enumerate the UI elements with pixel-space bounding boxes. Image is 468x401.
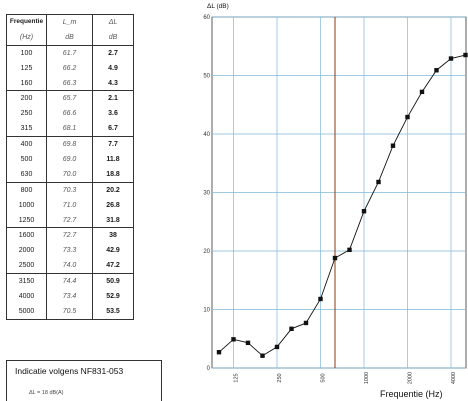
table-row: 2000 73.3 42.9 bbox=[6, 243, 134, 259]
delta-cell: 53.5 bbox=[92, 303, 134, 320]
x-tick-label: 125 bbox=[234, 373, 240, 382]
delta-cell: 20.2 bbox=[92, 182, 134, 198]
data-table: Frequentie L_m ΔL (Hz) dB dB 100 61.7 2.7 125 66.2… bbox=[6, 13, 134, 320]
series-line bbox=[216, 52, 468, 358]
delta-cell: 4.3 bbox=[92, 75, 134, 92]
delta-cell: 18.8 bbox=[92, 166, 134, 183]
table-row: 315 68.1 6.7 bbox=[6, 121, 134, 138]
y-tick-label: 0 bbox=[207, 366, 211, 372]
indication-box: Indicatie volgens NF831-053 ΔL = 18 dB(A… bbox=[6, 360, 162, 401]
data-table-body: Frequentie L_m ΔL (Hz) dB dB 100 61.7 2.7 125 66.2… bbox=[6, 13, 134, 320]
table-row: 800 70.3 20.2 bbox=[6, 182, 134, 198]
delta-cell: 47.2 bbox=[92, 258, 134, 275]
delta-cell: 2.1 bbox=[92, 90, 134, 107]
y-tick-labels: 0 10 20 30 40 50 60 bbox=[203, 15, 210, 372]
data-point bbox=[347, 247, 352, 253]
delta-cell: 52.9 bbox=[92, 289, 134, 304]
data-point bbox=[318, 296, 323, 302]
data-point bbox=[289, 326, 294, 332]
data-point bbox=[303, 320, 309, 326]
data-point bbox=[245, 340, 251, 346]
table-row: 630 70.0 18.8 bbox=[6, 166, 134, 183]
data-point bbox=[274, 344, 280, 350]
y-tick-label: 20 bbox=[203, 249, 210, 255]
data-point bbox=[231, 337, 236, 342]
y-tick-label: 10 bbox=[203, 308, 210, 314]
data-point bbox=[332, 255, 338, 261]
delta-cell: 42.9 bbox=[92, 243, 134, 259]
table-row: 500 69.0 11.8 bbox=[6, 152, 134, 167]
table-row: 100 61.7 2.7 bbox=[6, 45, 134, 61]
data-point bbox=[405, 114, 410, 120]
x-tick-label: 2000 bbox=[408, 372, 414, 384]
delta-cell: 4.9 bbox=[92, 60, 134, 76]
y-tick-label: 50 bbox=[203, 74, 210, 80]
y-tick-label: 30 bbox=[203, 191, 210, 197]
table-row: 200 65.7 2.1 bbox=[6, 90, 134, 107]
indication-title: Indicatie volgens NF831-053 bbox=[15, 366, 124, 376]
x-tick-label: 250 bbox=[277, 373, 283, 382]
table-row: 1000 71.0 26.8 bbox=[6, 197, 134, 213]
x-tick-label: 1000 bbox=[364, 372, 370, 384]
table-row: 125 66.2 4.9 bbox=[6, 60, 134, 76]
delta-cell: 26.8 bbox=[92, 197, 134, 213]
table-row: 1250 72.7 31.8 bbox=[6, 212, 134, 229]
y-tick-label: 40 bbox=[203, 132, 210, 138]
delta-cell: 6.7 bbox=[92, 121, 134, 138]
data-point bbox=[448, 56, 454, 61]
delta-cell: dB bbox=[92, 29, 134, 46]
data-point bbox=[216, 350, 222, 355]
table-row: 1600 72.7 38 bbox=[6, 227, 134, 244]
table-unit-row: (Hz) dB dB bbox=[6, 29, 134, 46]
table-row: 5000 70.5 53.5 bbox=[6, 303, 134, 320]
x-axis-label: Frequentie (Hz) bbox=[380, 389, 443, 399]
data-point bbox=[260, 353, 265, 358]
y-tick-label: 60 bbox=[203, 15, 210, 21]
x-tick-label: 500 bbox=[321, 373, 327, 382]
delta-cell: 50.9 bbox=[92, 273, 134, 290]
x-tick-labels: 125 250 500 1000 2000 4000 bbox=[234, 372, 458, 384]
data-point bbox=[390, 143, 396, 148]
table-row: 4000 73.4 52.9 bbox=[6, 289, 134, 304]
delta-cell: 31.8 bbox=[92, 212, 134, 229]
delta-cell: ΔL bbox=[92, 13, 134, 30]
table-row: 2500 74.0 47.2 bbox=[6, 258, 134, 275]
data-point bbox=[419, 89, 425, 95]
data-point bbox=[463, 52, 468, 58]
table-header-row: Frequentie L_m ΔL bbox=[6, 13, 134, 30]
data-point bbox=[434, 68, 439, 73]
table-row: 400 69.8 7.7 bbox=[6, 136, 134, 153]
grid bbox=[212, 16, 466, 369]
delta-cell: 11.8 bbox=[92, 152, 134, 167]
table-row: 160 66.3 4.3 bbox=[6, 75, 134, 92]
series-line-path bbox=[218, 54, 466, 357]
delta-cell: 38 bbox=[92, 227, 134, 244]
delta-cell: 3.6 bbox=[92, 106, 134, 122]
delta-cell: 2.7 bbox=[92, 45, 134, 61]
x-tick-label: 4000 bbox=[451, 372, 457, 384]
data-point bbox=[361, 209, 367, 214]
table-row: 250 66.6 3.6 bbox=[6, 106, 134, 122]
data-point bbox=[376, 179, 381, 185]
table-row: 3150 74.4 50.9 bbox=[6, 273, 134, 290]
indication-value: ΔL = 18 dB(A) bbox=[29, 390, 64, 396]
delta-cell: 7.7 bbox=[92, 136, 134, 153]
y-axis-label: ΔL (dB) bbox=[207, 3, 229, 10]
